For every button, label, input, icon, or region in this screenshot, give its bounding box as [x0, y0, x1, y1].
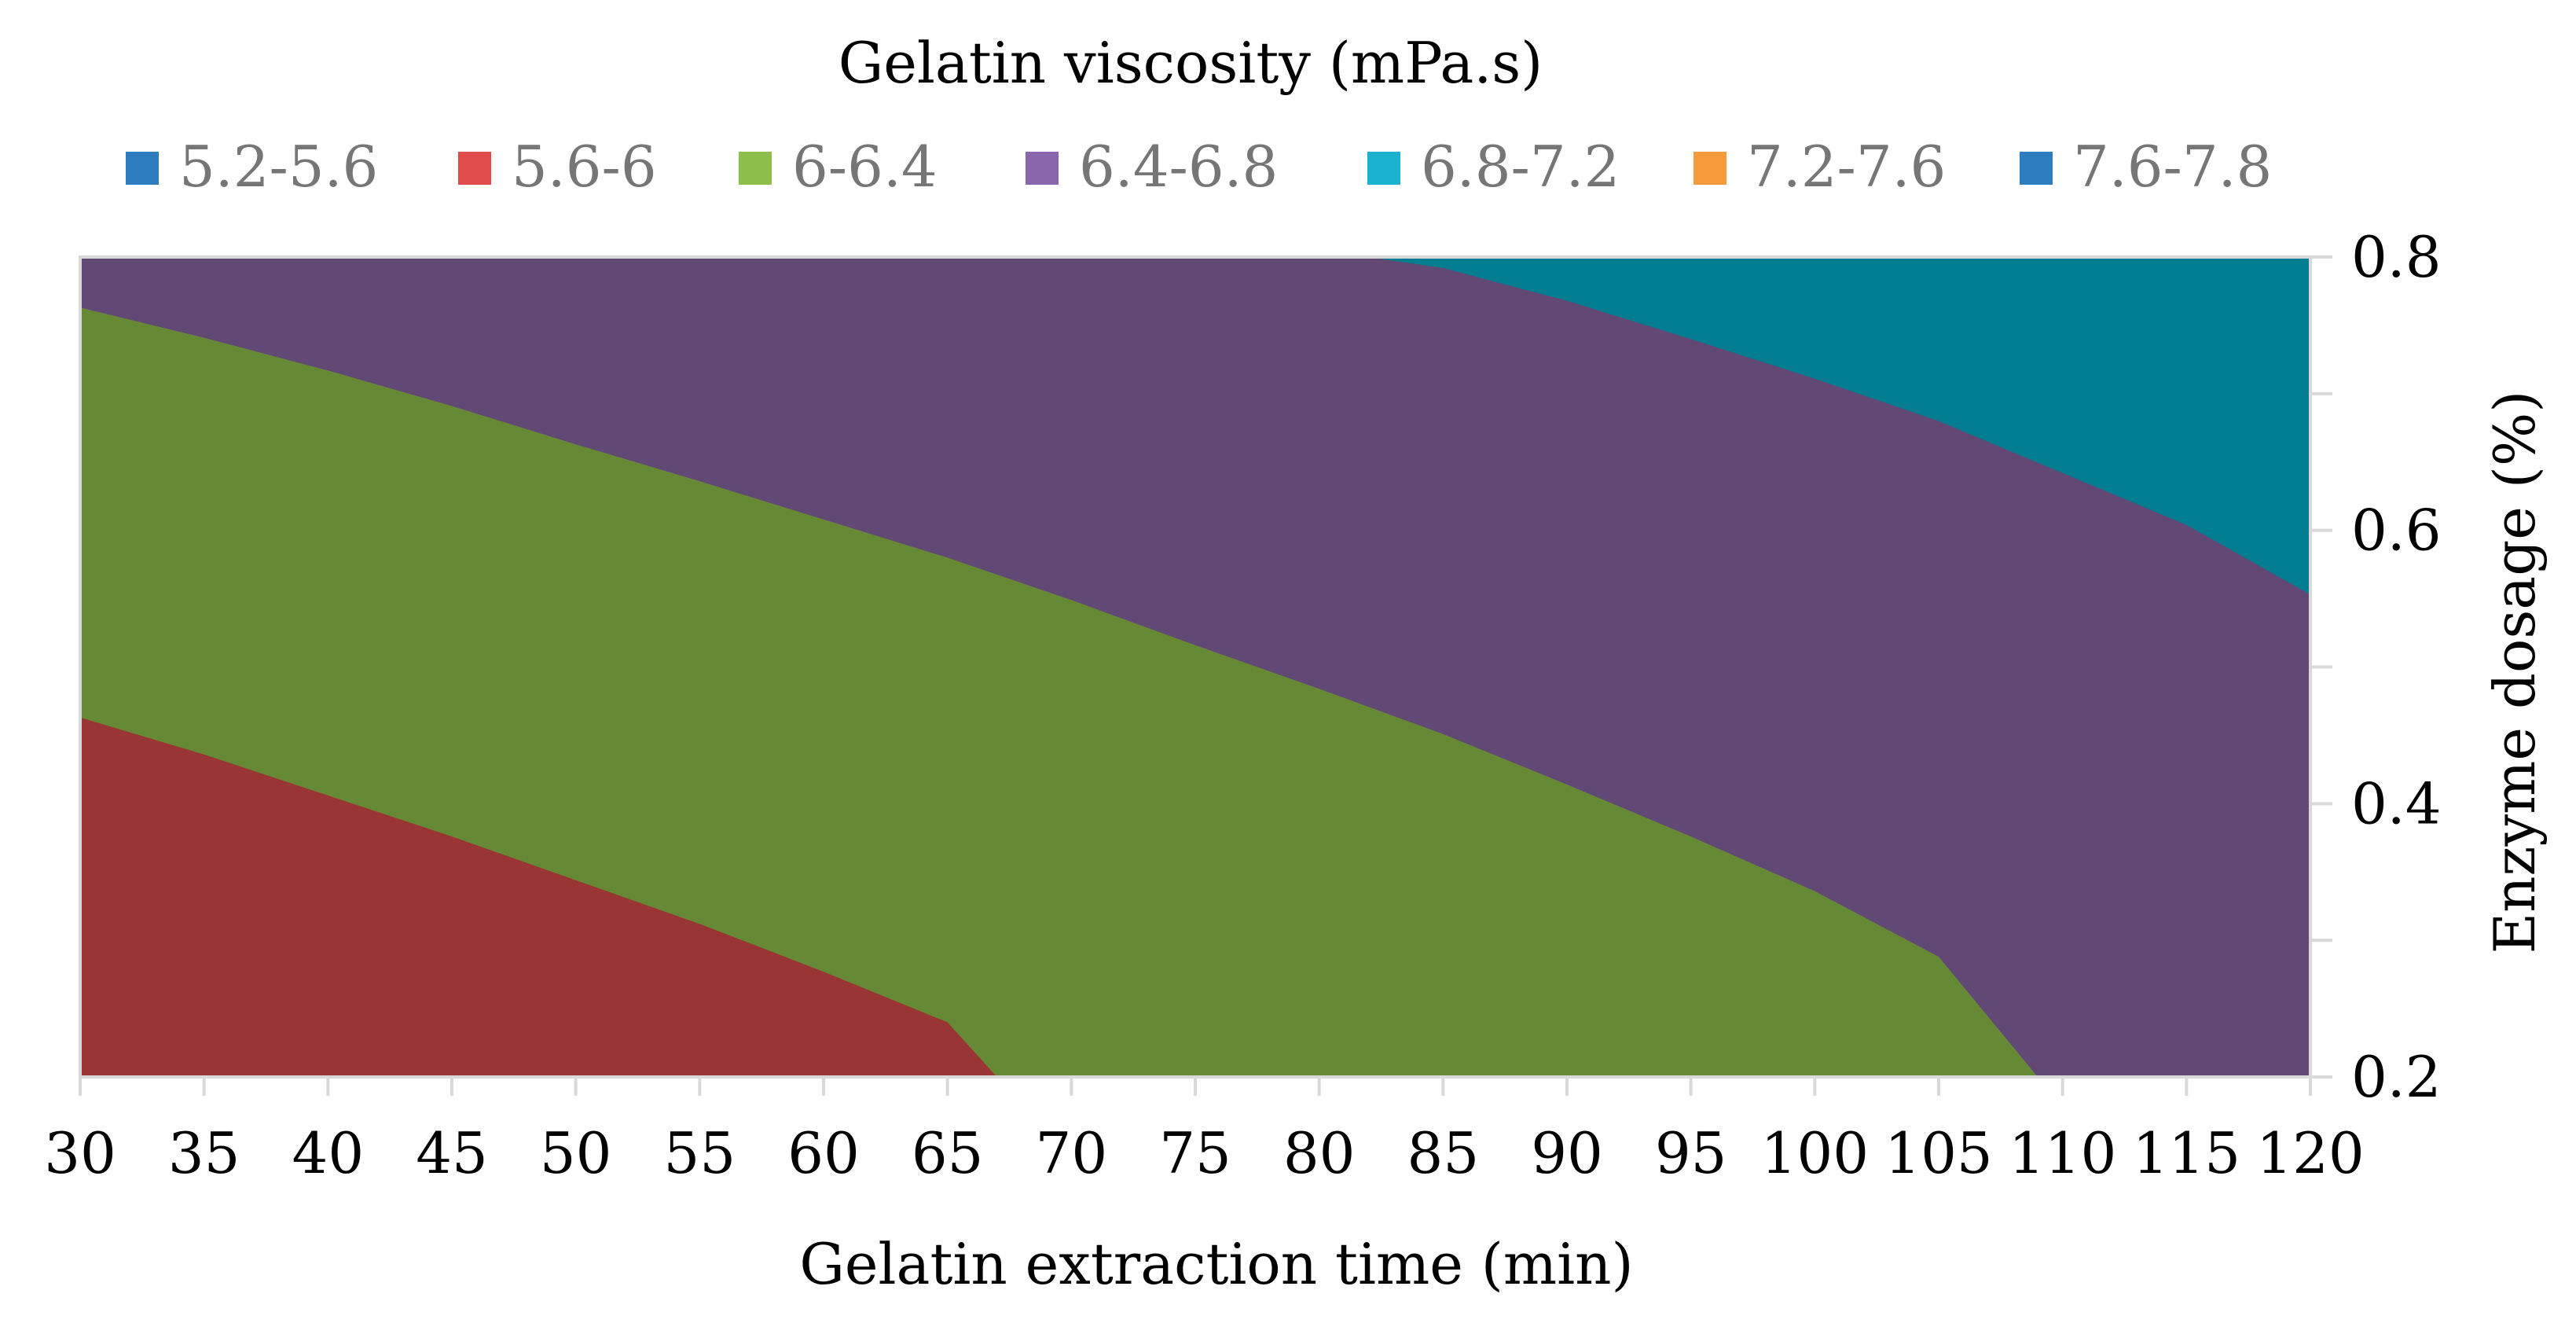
legend-label-7.6-7.8: 7.6-7.8: [2073, 134, 2272, 200]
x-tick-label-85: 85: [1407, 1120, 1480, 1186]
legend-swatch-7.6-7.8: [2020, 152, 2053, 185]
x-tick-label-75: 75: [1159, 1120, 1231, 1186]
x-tick-label-80: 80: [1283, 1120, 1356, 1186]
x-tick-label-120: 120: [2256, 1120, 2364, 1186]
y-tick-label-0.6: 0.6: [2351, 498, 2442, 564]
x-tick-label-40: 40: [292, 1120, 365, 1186]
legend-swatch-6.8-7.2: [1367, 152, 1400, 185]
x-axis-label: Gelatin extraction time (min): [799, 1231, 1633, 1297]
x-tick-label-90: 90: [1531, 1120, 1603, 1186]
legend-swatch-6-6.4: [739, 152, 772, 185]
chart-title: Gelatin viscosity (mPa.s): [838, 30, 1543, 96]
x-tick-label-45: 45: [416, 1120, 488, 1186]
legend: 5.2-5.6 5.6-6 6-6.4 6.4-6.8 6.8-7.2 7.2-7.6 7.…: [126, 134, 2272, 200]
x-axis: 30 35 40 45 50 55 60 65 70 75 80 85 90 95 100 105 110 115…: [44, 1075, 2365, 1186]
region-5.6-6: [80, 717, 997, 1077]
x-tick-label-100: 100: [1761, 1120, 1869, 1186]
x-tick-label-30: 30: [44, 1120, 116, 1186]
y-axis: 0.2 0.4 0.6 0.8: [2309, 224, 2442, 1110]
legend-swatch-7.2-7.6: [1693, 152, 1727, 185]
y-axis-label: Enzyme dosage (%): [2482, 391, 2548, 954]
legend-label-5.6-6: 5.6-6: [512, 134, 657, 200]
legend-label-6.8-7.2: 6.8-7.2: [1421, 134, 1620, 200]
x-tick-label-50: 50: [540, 1120, 612, 1186]
x-tick-label-35: 35: [168, 1120, 240, 1186]
legend-swatch-5.6-6: [458, 152, 491, 185]
x-tick-label-60: 60: [787, 1120, 860, 1186]
x-tick-label-110: 110: [2009, 1120, 2116, 1186]
legend-label-6-6.4: 6-6.4: [792, 134, 938, 200]
legend-swatch-5.2-5.6: [126, 152, 159, 185]
legend-swatch-6.4-6.8: [1026, 152, 1059, 185]
x-tick-label-70: 70: [1036, 1120, 1108, 1186]
x-tick-label-105: 105: [1884, 1120, 1992, 1186]
legend-label-6.4-6.8: 6.4-6.8: [1079, 134, 1278, 200]
legend-label-5.2-5.6: 5.2-5.6: [179, 134, 378, 200]
plot-area: [80, 257, 2310, 1077]
region-6.8-7.2: [1368, 257, 2310, 595]
x-tick-label-95: 95: [1655, 1120, 1727, 1186]
x-tick-label-65: 65: [912, 1120, 984, 1186]
y-tick-label-0.4: 0.4: [2351, 770, 2442, 836]
y-tick-label-0.8: 0.8: [2351, 224, 2442, 290]
x-tick-label-55: 55: [664, 1120, 736, 1186]
x-tick-label-115: 115: [2133, 1120, 2240, 1186]
legend-label-7.2-7.6: 7.2-7.6: [1747, 134, 1946, 200]
y-tick-label-0.2: 0.2: [2351, 1044, 2442, 1110]
